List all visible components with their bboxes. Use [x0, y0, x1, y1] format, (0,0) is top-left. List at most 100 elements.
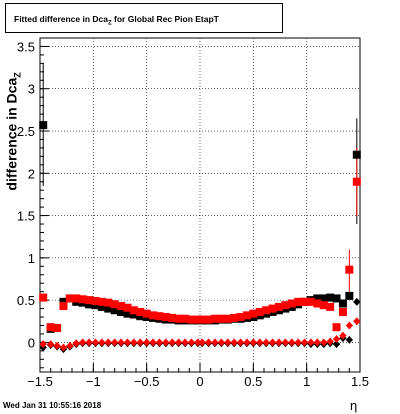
data-point [91, 301, 100, 310]
data-point [262, 306, 271, 315]
data-point [326, 337, 334, 346]
data-point [255, 307, 264, 316]
data-point [91, 296, 100, 305]
data-point [161, 313, 170, 322]
data-point [217, 314, 226, 323]
data-point [332, 294, 341, 303]
y-tick-label: 0.5 [17, 293, 35, 308]
y-tick-label: 2.5 [17, 124, 35, 139]
data-point [319, 301, 328, 310]
x-tick-label: −1 [86, 374, 101, 389]
data-point [39, 293, 48, 302]
data-point [123, 338, 131, 347]
data-point [243, 338, 251, 347]
title-prefix: Fitted difference in Dca [14, 14, 108, 24]
data-point [142, 309, 151, 318]
y-tick-label: 3.5 [17, 39, 35, 54]
data-point [174, 314, 183, 323]
x-tick-label: 0.5 [244, 374, 262, 389]
data-point [281, 338, 289, 347]
data-point [117, 307, 126, 316]
data-point [242, 311, 251, 320]
data-point [326, 293, 335, 302]
y-tick-label: 3 [28, 82, 35, 97]
data-point [143, 338, 151, 347]
data-point [168, 338, 176, 347]
data-point [236, 313, 245, 322]
data-point [345, 335, 353, 344]
data-point [104, 338, 112, 347]
axis-ticks [39, 45, 361, 372]
tick-labels: −1.5 −1 −0.5 0 0.5 1 1.5 0 0.5 1 1.5 2 2.5 3 3.5 [17, 39, 369, 389]
data-point [198, 315, 207, 324]
data-point [224, 338, 232, 347]
data-point [53, 324, 62, 333]
data-point [249, 309, 258, 318]
data-point [313, 338, 321, 347]
data-point [85, 338, 93, 347]
data-point [353, 317, 361, 326]
data-point [181, 314, 190, 323]
data-point [204, 315, 213, 324]
data-point [78, 295, 87, 304]
title-suffix: for Global Rec Pion EtapT [111, 14, 219, 24]
data-point [194, 338, 202, 347]
data-point [287, 299, 296, 308]
data-point [352, 177, 361, 186]
data-point [117, 338, 125, 347]
data-point [274, 302, 283, 311]
data-point [269, 338, 277, 347]
data-point [345, 291, 354, 300]
data-point [262, 338, 270, 347]
data-point [230, 313, 239, 322]
data-point [47, 340, 55, 349]
data-point [333, 340, 341, 349]
data-point [97, 297, 106, 306]
data-point [136, 307, 145, 316]
data-point [85, 296, 94, 305]
title-box: Fitted difference in DcaZ for Global Rec… [5, 3, 283, 33]
data-point [307, 338, 315, 347]
data-point [79, 338, 87, 347]
data-point [294, 338, 302, 347]
chart-title: Fitted difference in DcaZ for Global Rec… [14, 14, 219, 27]
data-point [211, 338, 219, 347]
y-tick-label: 1.5 [17, 209, 35, 224]
data-point [217, 338, 225, 347]
data-point [237, 338, 245, 347]
y-axis-label-sub: Z [12, 72, 23, 78]
data-point [352, 150, 361, 159]
data-point [313, 294, 322, 303]
data-point [39, 121, 48, 130]
data-point [345, 265, 354, 274]
data-point [53, 341, 61, 350]
data-point [136, 338, 144, 347]
data-point [39, 340, 47, 349]
data-point [149, 338, 157, 347]
data-point [149, 311, 158, 320]
data-point [333, 335, 341, 344]
data-point [339, 331, 347, 340]
error-bars [42, 63, 358, 292]
data-point [256, 338, 264, 347]
data-point [187, 315, 196, 324]
data-point [110, 306, 119, 315]
data-point [91, 338, 99, 347]
data-point [306, 297, 315, 306]
data-point [98, 338, 106, 347]
data-point [72, 339, 80, 348]
timestamp: Wed Jan 31 10:55:16 2018 [3, 401, 102, 410]
data-point [187, 338, 195, 347]
data-point [65, 294, 74, 303]
data-point [198, 338, 206, 347]
data-point [111, 338, 119, 347]
data-point [155, 338, 163, 347]
data-point [59, 343, 67, 352]
data-point [230, 338, 238, 347]
x-tick-label: −1.5 [27, 374, 53, 389]
y-tick-label: 2 [28, 166, 35, 181]
data-point [130, 338, 138, 347]
data-point [338, 299, 347, 308]
y-axis-label: difference in DcaZ [4, 71, 23, 191]
